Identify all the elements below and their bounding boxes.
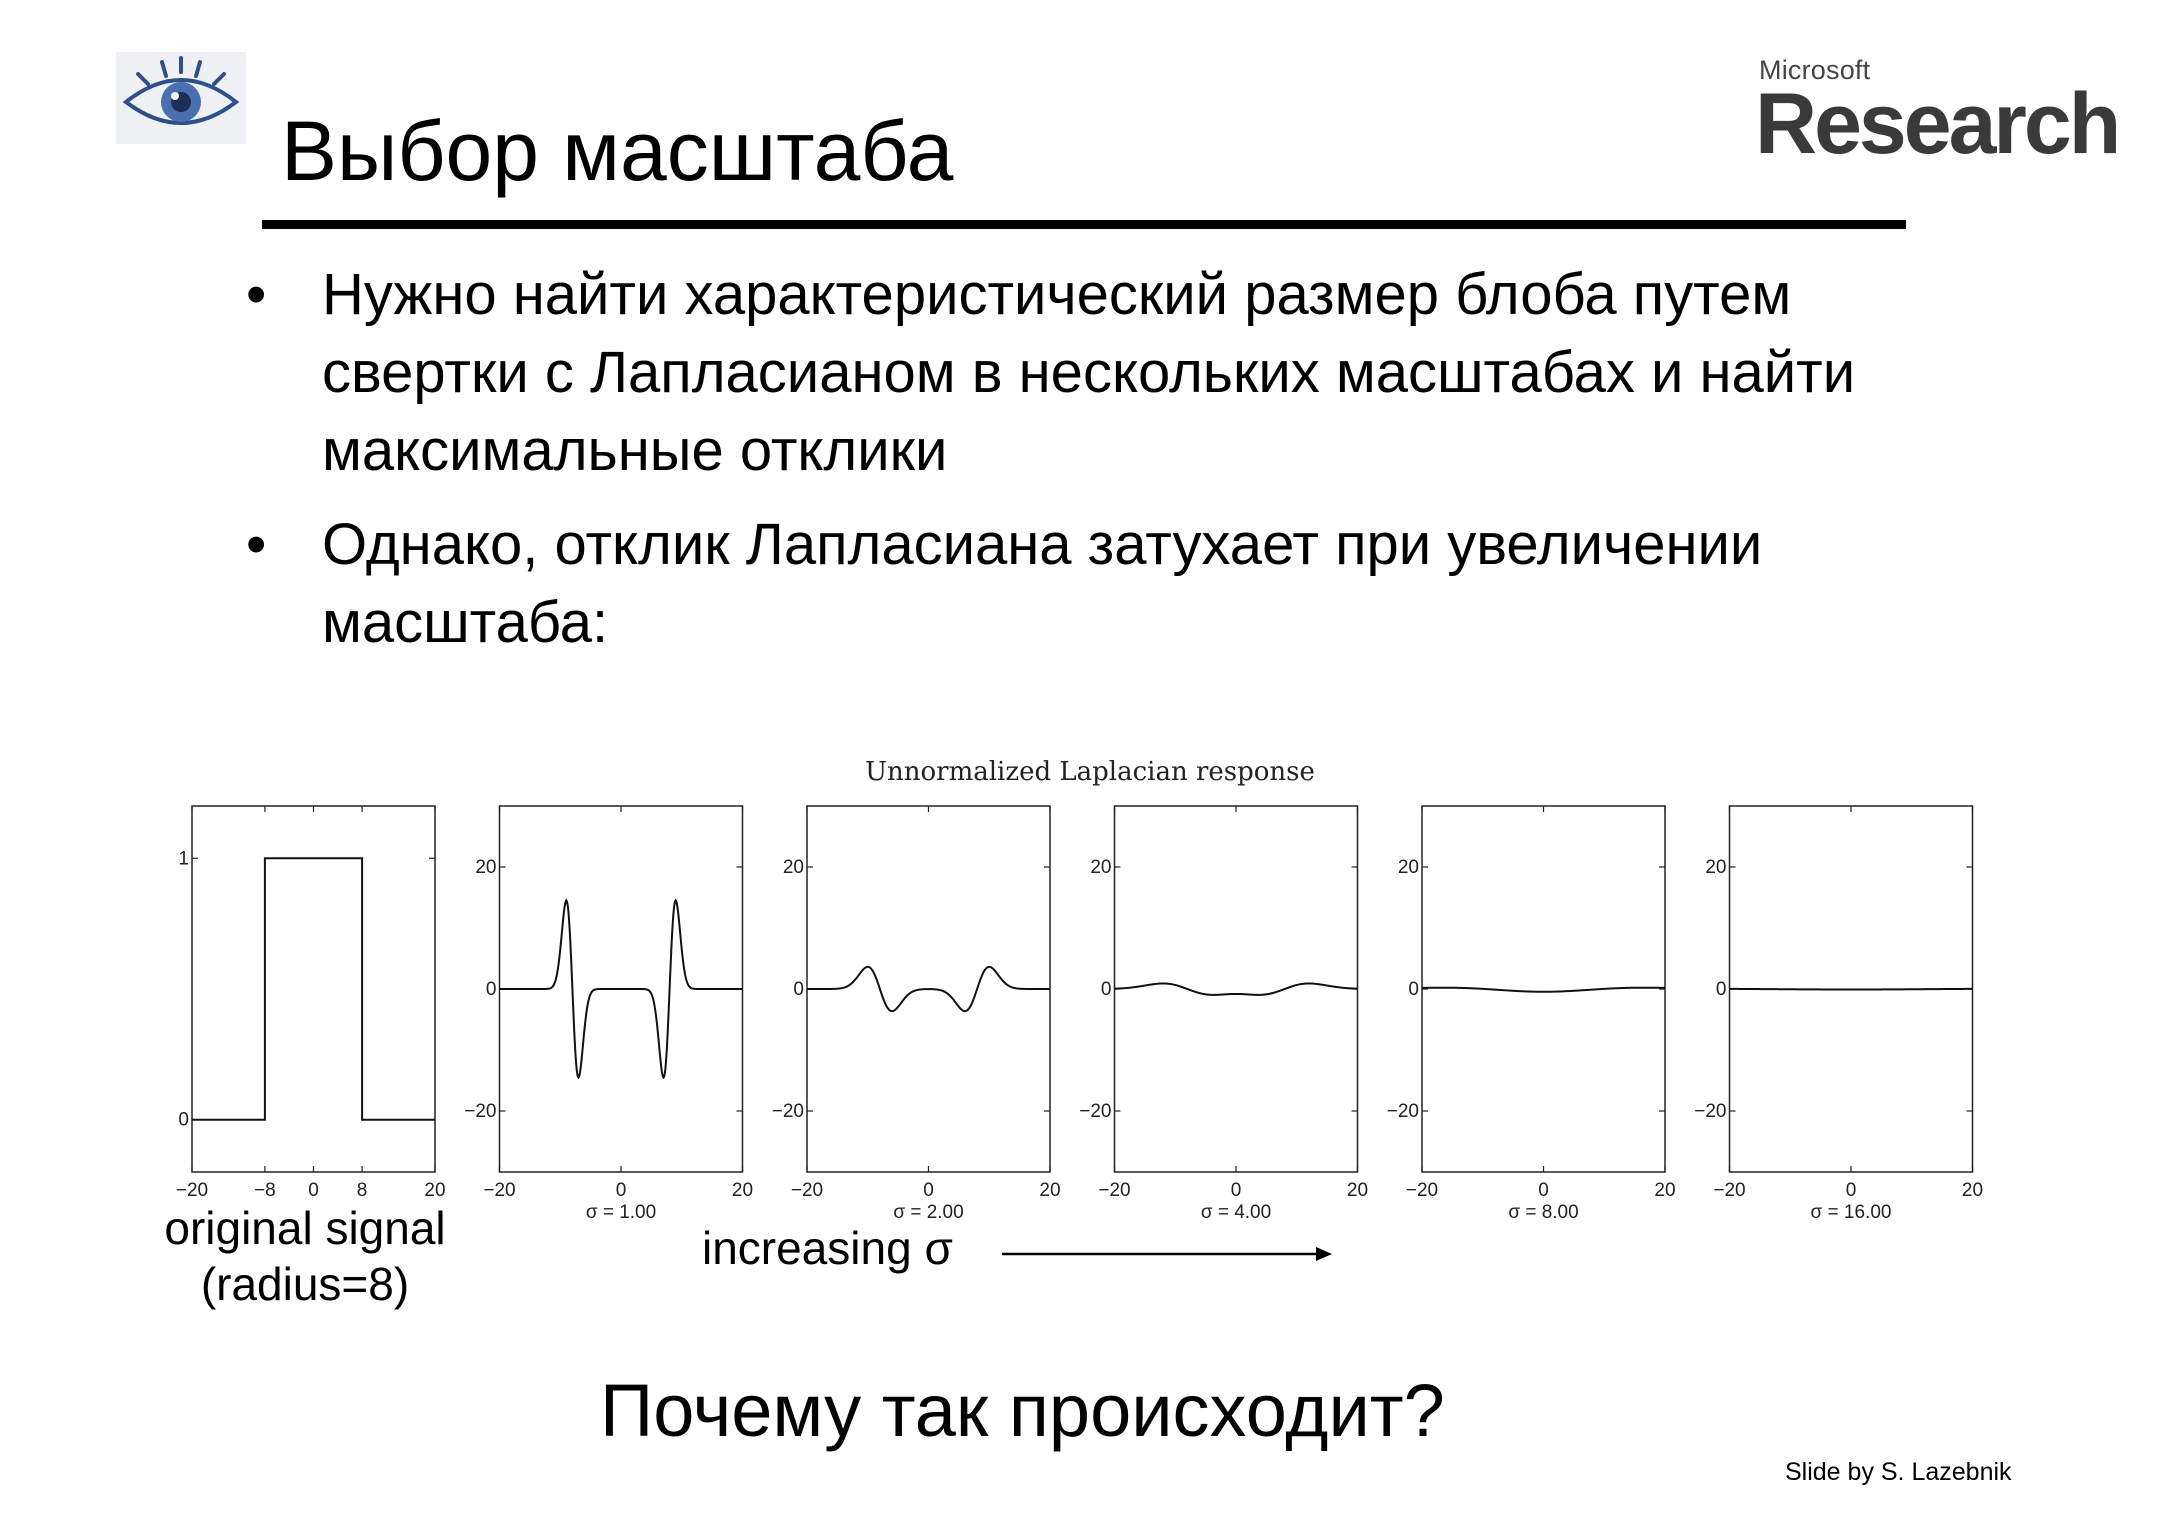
x-tick-label: 20 xyxy=(1654,1180,1675,1201)
plot-frame xyxy=(191,805,436,1173)
figure-svg: Unnormalized Laplacian response 0 1 −20 −8 0 8… xyxy=(176,757,1983,1223)
y-tick-label: 20 xyxy=(1705,857,1726,878)
plot-panel: 20 0 −20 −20 0 20 σ = 4.00 xyxy=(1079,805,1368,1223)
y-tick-label: −20 xyxy=(464,1101,496,1122)
sigma-label: σ = 4.00 xyxy=(1201,1202,1271,1223)
bullet-item: • Нужно найти характеристический размер б… xyxy=(240,256,1960,490)
y-tick-label: 0 xyxy=(1408,979,1419,1000)
bullet-list: • Нужно найти характеристический размер б… xyxy=(240,256,1960,678)
x-tick-label: 20 xyxy=(1347,1180,1368,1201)
x-tick-label: −8 xyxy=(254,1180,276,1201)
y-tick-label: 0 xyxy=(1716,979,1727,1000)
y-tick-label: −20 xyxy=(772,1101,804,1122)
y-tick-label: 20 xyxy=(1398,857,1419,878)
bullet-dot: • xyxy=(246,262,267,327)
plot-frame xyxy=(1421,805,1666,1173)
x-tick-label: 0 xyxy=(923,1180,934,1201)
slide-credit: Slide by S. Lazebnik xyxy=(1785,1458,2012,1486)
series-line xyxy=(807,965,1050,1013)
series-line xyxy=(192,857,435,1121)
series-line xyxy=(1421,986,1666,993)
slide-title: Выбор масштаба xyxy=(281,104,954,198)
x-tick-label: 20 xyxy=(424,1180,445,1201)
series-line xyxy=(1729,987,1973,991)
y-tick-label: 1 xyxy=(178,848,189,869)
x-tick-label: 8 xyxy=(357,1180,368,1201)
plot-panel: 20 0 −20 −20 0 20 σ = 2.00 xyxy=(772,805,1061,1223)
logo-microsoft-text: Microsoft xyxy=(1759,55,1871,85)
plot-panel: 20 0 −20 −20 0 20 σ = 16.00 xyxy=(1694,805,1983,1223)
series-line xyxy=(499,898,743,1080)
arrow-right-icon xyxy=(1002,1247,1332,1261)
plot-frame xyxy=(1113,805,1359,1173)
x-tick-label: 0 xyxy=(308,1180,319,1201)
bullet-item: • Однако, отклик Лапласиана затухает при … xyxy=(240,506,1960,662)
x-tick-label: 0 xyxy=(616,1180,627,1201)
y-tick-label: −20 xyxy=(1079,1101,1111,1122)
microsoft-research-logo: Microsoft Research xyxy=(1743,55,2121,172)
y-tick-label: −20 xyxy=(1387,1101,1419,1122)
x-tick-label: −20 xyxy=(1406,1180,1438,1201)
x-tick-label: 0 xyxy=(1538,1180,1549,1201)
y-tick-label: 20 xyxy=(1090,857,1111,878)
plot-panel: 20 0 −20 −20 0 20 σ = 8.00 xyxy=(1387,805,1676,1223)
x-tick-label: 0 xyxy=(1231,1180,1242,1201)
original-signal-label: original signal (radius=8) xyxy=(164,1202,446,1310)
logo-research-text: Research xyxy=(1755,76,2121,172)
bullet-text: Нужно найти характеристический размер бл… xyxy=(322,262,1856,483)
bullet-text: Однако, отклик Лапласиана затухает при у… xyxy=(322,512,1763,655)
x-tick-label: −20 xyxy=(176,1180,208,1201)
question-text: Почему так происходит? xyxy=(600,1369,1445,1452)
lab-logo xyxy=(116,52,246,144)
series-line xyxy=(1114,982,1358,996)
x-tick-label: −20 xyxy=(1098,1180,1130,1201)
chart-title: Unnormalized Laplacian response xyxy=(865,757,1315,787)
sigma-label: σ = 1.00 xyxy=(586,1202,656,1223)
title-underline xyxy=(262,220,1906,229)
x-tick-label: −20 xyxy=(483,1180,515,1201)
y-tick-label: 0 xyxy=(793,979,804,1000)
sigma-label: σ = 8.00 xyxy=(1508,1202,1578,1223)
bullet-dot: • xyxy=(246,512,267,577)
plot-panel: 20 0 −20 −20 0 20 σ = 1.00 xyxy=(464,805,753,1223)
y-tick-label: 20 xyxy=(783,857,804,878)
y-tick-label: −20 xyxy=(1694,1101,1726,1122)
y-tick-label: 0 xyxy=(486,979,497,1000)
laplacian-response-figure: Unnormalized Laplacian response 0 1 −20 −8 0 8… xyxy=(140,750,2000,1230)
plot-panel: 0 1 −20 −8 0 8 20 xyxy=(176,805,446,1201)
x-tick-label: −20 xyxy=(1713,1180,1745,1201)
x-tick-label: 20 xyxy=(1039,1180,1060,1201)
y-tick-label: 20 xyxy=(475,857,496,878)
sigma-label: σ = 2.00 xyxy=(893,1202,963,1223)
x-tick-label: −20 xyxy=(791,1180,823,1201)
x-tick-label: 0 xyxy=(1846,1180,1857,1201)
y-tick-label: 0 xyxy=(1101,979,1112,1000)
increasing-sigma-label: increasing σ xyxy=(702,1222,953,1274)
x-tick-label: 20 xyxy=(1962,1180,1983,1201)
y-tick-label: 0 xyxy=(178,1110,189,1131)
sigma-label: σ = 16.00 xyxy=(1811,1202,1892,1223)
eye-icon xyxy=(116,52,246,144)
x-tick-label: 20 xyxy=(732,1180,753,1201)
